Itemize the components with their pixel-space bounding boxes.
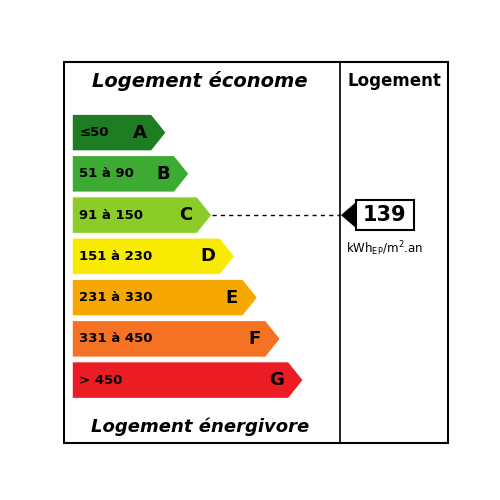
Text: ≤50: ≤50 [79,126,108,139]
Text: G: G [269,371,284,389]
Text: C: C [179,206,192,224]
Text: 331 à 450: 331 à 450 [79,332,152,345]
Text: 91 à 150: 91 à 150 [79,208,143,222]
Text: Logement: Logement [348,72,441,90]
Polygon shape [72,197,212,234]
Polygon shape [72,156,189,192]
Polygon shape [72,280,258,316]
Polygon shape [72,238,234,275]
Text: Logement économe: Logement économe [92,71,308,91]
Text: B: B [156,165,170,183]
Text: F: F [248,330,261,348]
Text: 51 à 90: 51 à 90 [79,168,134,180]
Text: 139: 139 [363,205,406,225]
Text: Logement énergivore: Logement énergivore [91,418,309,436]
Text: 151 à 230: 151 à 230 [79,250,152,263]
Text: > 450: > 450 [79,374,122,386]
Polygon shape [72,320,280,357]
FancyBboxPatch shape [64,62,448,443]
Text: kWh$_{\mathrm{EP}}$/m$^2$.an: kWh$_{\mathrm{EP}}$/m$^2$.an [346,239,424,258]
Text: D: D [200,248,216,266]
Text: E: E [226,288,238,306]
Text: A: A [133,124,146,142]
Polygon shape [342,201,372,229]
FancyBboxPatch shape [356,200,414,230]
Text: 231 à 330: 231 à 330 [79,291,152,304]
Polygon shape [72,362,303,399]
Polygon shape [72,114,166,151]
